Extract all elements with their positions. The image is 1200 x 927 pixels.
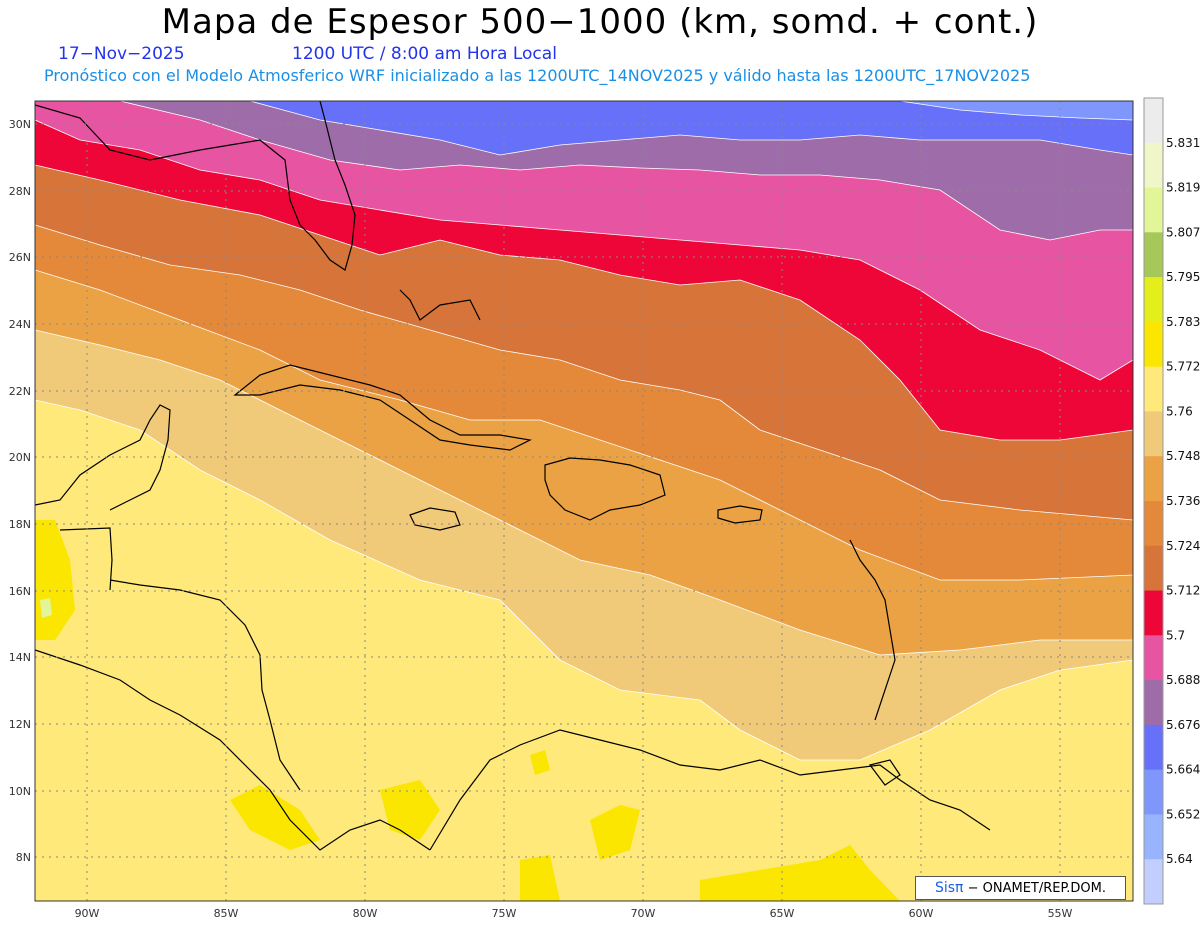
patch-yellow-south3 <box>590 805 640 860</box>
lon-label: 75W <box>492 907 517 920</box>
band-5652 <box>899 101 1133 121</box>
lat-label: 28N <box>9 185 31 198</box>
colorbar-label: 5.688 <box>1166 673 1200 687</box>
colorbar-label: 5.712 <box>1166 584 1200 598</box>
coast-jamaica <box>409 507 461 531</box>
lon-label: 90W <box>75 907 100 920</box>
coast-bahamas <box>399 289 481 321</box>
lat-label: 26N <box>9 251 31 264</box>
colorbar-swatch <box>1144 501 1163 547</box>
lat-label: 20N <box>9 451 31 464</box>
coast-trinidad <box>868 759 901 786</box>
colorbar-swatch <box>1144 142 1163 189</box>
colorbar-label: 5.724 <box>1166 539 1200 553</box>
credit-text: − ONAMET/REP.DOM. <box>963 881 1107 896</box>
coast-puerto-rico <box>717 505 763 524</box>
patch-yellow-north <box>530 750 550 775</box>
patch-yellow-south2 <box>380 780 440 840</box>
lat-label: 12N <box>9 718 31 731</box>
colorbar-label: 5.819 <box>1166 181 1200 195</box>
colorbar-swatch <box>1144 366 1163 412</box>
colorbar-swatch <box>1144 232 1163 278</box>
coast-south-america <box>429 729 991 851</box>
forecast-date: 17−Nov−2025 <box>58 44 185 64</box>
colorbar-label: 5.676 <box>1166 718 1200 732</box>
colorbar-label: 5.783 <box>1166 315 1200 329</box>
forecast-info: Pronóstico con el Modelo Atmosferico WRF… <box>44 66 1031 85</box>
colorbar-swatch <box>1144 635 1163 681</box>
credit-box: Sisπ − ONAMET/REP.DOM. <box>915 876 1126 900</box>
lon-label: 70W <box>631 907 656 920</box>
colorbar-swatch <box>1144 724 1163 771</box>
patch-yellow-south5 <box>700 845 900 901</box>
lon-label: 65W <box>770 907 795 920</box>
colorbar-label: 5.772 <box>1166 360 1200 374</box>
coast-central-america <box>35 649 431 851</box>
colorbar: 5.831 5.819 5.807 5.795 5.783 5.772 5.76 5.748 5… <box>1143 97 1200 905</box>
colorbar-swatch <box>1144 321 1163 368</box>
coast-caribbean-central <box>109 579 301 791</box>
map-title: Mapa de Espesor 500−1000 (km, somd. + co… <box>161 2 1039 42</box>
colorbar-swatch <box>1144 769 1163 815</box>
colorbar-label: 5.736 <box>1166 494 1200 508</box>
lon-label: 60W <box>909 907 934 920</box>
lat-axis: 30N 28N 26N 24N 22N 20N 18N 16N 14N 12N … <box>9 118 31 864</box>
lat-label: 10N <box>9 785 31 798</box>
colorbar-swatch <box>1144 456 1163 502</box>
band-5664 <box>180 101 1133 156</box>
lat-label: 22N <box>9 385 31 398</box>
colorbar-swatch <box>1144 590 1163 636</box>
map-frame <box>34 100 1134 902</box>
thickness-field <box>35 101 1133 901</box>
colorbar-label: 5.7 <box>1166 628 1185 642</box>
lon-label: 55W <box>1048 907 1073 920</box>
colorbar-swatch <box>1144 680 1163 726</box>
lat-label: 14N <box>9 651 31 664</box>
patch-yellow-south4 <box>520 855 560 901</box>
patch-yellow-south1 <box>230 785 320 850</box>
coast-yucatan-border <box>59 527 113 591</box>
colorbar-swatch <box>1144 187 1163 233</box>
coast-lesser-antilles <box>849 539 896 721</box>
colorbar-swatch <box>1144 98 1163 144</box>
colorbar-label: 5.664 <box>1166 763 1200 777</box>
colorbar-swatch <box>1144 859 1163 905</box>
coast-mexico <box>35 404 171 511</box>
colorbar-frame <box>1143 97 1164 905</box>
lon-label: 80W <box>353 907 378 920</box>
colorbar-label: 5.807 <box>1166 225 1200 239</box>
lon-axis: 90W 85W 80W 75W 70W 65W 60W 55W <box>75 907 1073 920</box>
coast-hispaniola <box>544 457 666 521</box>
colorbar-label: 5.795 <box>1166 270 1200 284</box>
colorbar-swatch <box>1144 411 1163 457</box>
colorbar-label: 5.76 <box>1166 404 1193 418</box>
coast-cuba <box>233 364 532 451</box>
coast-gulf-florida <box>35 101 356 271</box>
forecast-time: 1200 UTC / 8:00 am Hora Local <box>292 44 557 64</box>
sispi-logo: Sisπ <box>934 880 964 896</box>
lat-label: 18N <box>9 518 31 531</box>
colorbar-swatch <box>1144 545 1163 592</box>
lat-label: 30N <box>9 118 31 131</box>
colorbar-label: 5.831 <box>1166 136 1200 150</box>
colorbar-label: 5.64 <box>1166 852 1193 866</box>
coastlines <box>35 101 991 851</box>
gridlines <box>35 101 1133 901</box>
colorbar-swatch <box>1144 814 1163 860</box>
lat-label: 24N <box>9 318 31 331</box>
band-5676 <box>35 101 1133 241</box>
colorbar-swatch <box>1144 277 1163 323</box>
lon-label: 85W <box>214 907 239 920</box>
colorbar-label: 5.748 <box>1166 449 1200 463</box>
lat-label: 8N <box>16 851 31 864</box>
patch-green <box>40 598 52 618</box>
lat-label: 16N <box>9 585 31 598</box>
colorbar-label: 5.652 <box>1166 807 1200 821</box>
